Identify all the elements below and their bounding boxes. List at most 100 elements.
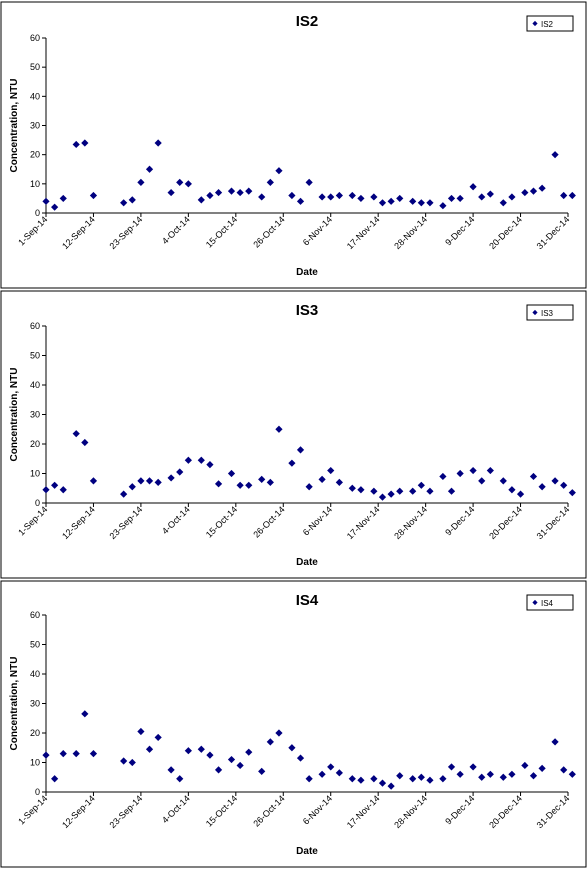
y-tick-label: 20 (30, 728, 40, 738)
series-is2 (42, 139, 576, 211)
y-tick-label: 50 (30, 62, 40, 72)
data-point (236, 761, 244, 770)
legend-box (526, 304, 574, 321)
data-point (417, 773, 425, 781)
legend-box (526, 594, 574, 611)
data-point (568, 191, 576, 200)
data-point (417, 199, 425, 207)
chart-title: IS3 (296, 302, 319, 319)
data-point (516, 490, 525, 498)
data-point (417, 481, 425, 489)
data-point (184, 180, 192, 188)
data-point (154, 733, 162, 742)
y-tick-label: 50 (30, 351, 40, 361)
series-is4 (42, 710, 576, 790)
data-point (89, 750, 98, 758)
data-point (128, 758, 136, 767)
data-point (197, 456, 205, 464)
data-point (296, 197, 305, 205)
data-point (560, 481, 568, 489)
data-point (551, 151, 559, 159)
data-point (245, 748, 253, 756)
data-point (357, 194, 365, 203)
data-point (81, 710, 89, 718)
data-point (176, 468, 184, 476)
data-point (184, 456, 192, 464)
data-point (236, 481, 244, 489)
data-point (387, 490, 395, 498)
data-point (456, 194, 464, 203)
data-point (266, 178, 274, 186)
data-point (258, 475, 266, 483)
data-point (370, 193, 378, 201)
data-point (59, 486, 67, 494)
data-point (288, 744, 296, 752)
data-point (335, 769, 343, 777)
data-point (387, 782, 395, 790)
data-point (145, 745, 154, 753)
data-point (499, 477, 507, 485)
y-tick-label: 10 (30, 469, 40, 479)
data-point (370, 775, 378, 783)
data-point (486, 466, 494, 475)
data-point (72, 430, 80, 438)
data-point (81, 139, 89, 147)
legend-label: IS3 (541, 309, 554, 318)
data-point (51, 203, 59, 211)
legend-label: IS2 (541, 20, 554, 29)
y-tick-label: 0 (35, 787, 40, 797)
data-point (305, 775, 313, 783)
legend: IS4 (526, 594, 574, 611)
data-point (426, 776, 434, 784)
y-tick-label: 10 (30, 758, 40, 768)
data-point (568, 489, 576, 497)
data-point (560, 766, 568, 774)
data-point (236, 188, 244, 197)
data-point (456, 770, 464, 778)
y-tick-label: 30 (30, 410, 40, 420)
data-point (266, 738, 274, 746)
data-point (568, 770, 576, 778)
y-tick-label: 20 (30, 150, 40, 160)
data-point (51, 775, 59, 783)
data-point (227, 187, 236, 195)
data-point (214, 480, 223, 488)
legend-label: IS4 (541, 599, 554, 608)
data-point (227, 469, 236, 478)
data-point (378, 199, 387, 207)
data-point (335, 478, 343, 486)
data-point (81, 438, 89, 447)
data-point (72, 140, 80, 149)
data-point (551, 477, 559, 485)
data-point (439, 202, 447, 210)
data-point (167, 766, 175, 774)
data-point (508, 486, 516, 494)
data-point (409, 775, 417, 783)
data-point (214, 766, 223, 774)
data-point (167, 188, 175, 197)
data-point (318, 770, 326, 778)
data-point (197, 745, 205, 753)
data-point (439, 775, 447, 783)
data-point (275, 167, 283, 175)
data-point (176, 775, 184, 783)
data-point (499, 773, 507, 781)
data-point (154, 139, 162, 147)
data-point (288, 459, 296, 467)
data-point (318, 193, 326, 201)
y-tick-label: 60 (30, 321, 40, 331)
data-point (206, 751, 214, 759)
data-point (456, 469, 464, 478)
y-tick-label: 20 (30, 439, 40, 449)
data-point (499, 199, 507, 207)
data-point (275, 425, 283, 433)
data-point (275, 729, 283, 737)
data-point (538, 184, 546, 192)
legend-marker (532, 599, 538, 606)
x-axis-label: Date (296, 846, 318, 857)
data-point (245, 481, 253, 489)
data-point (296, 446, 305, 454)
data-point (258, 193, 266, 201)
